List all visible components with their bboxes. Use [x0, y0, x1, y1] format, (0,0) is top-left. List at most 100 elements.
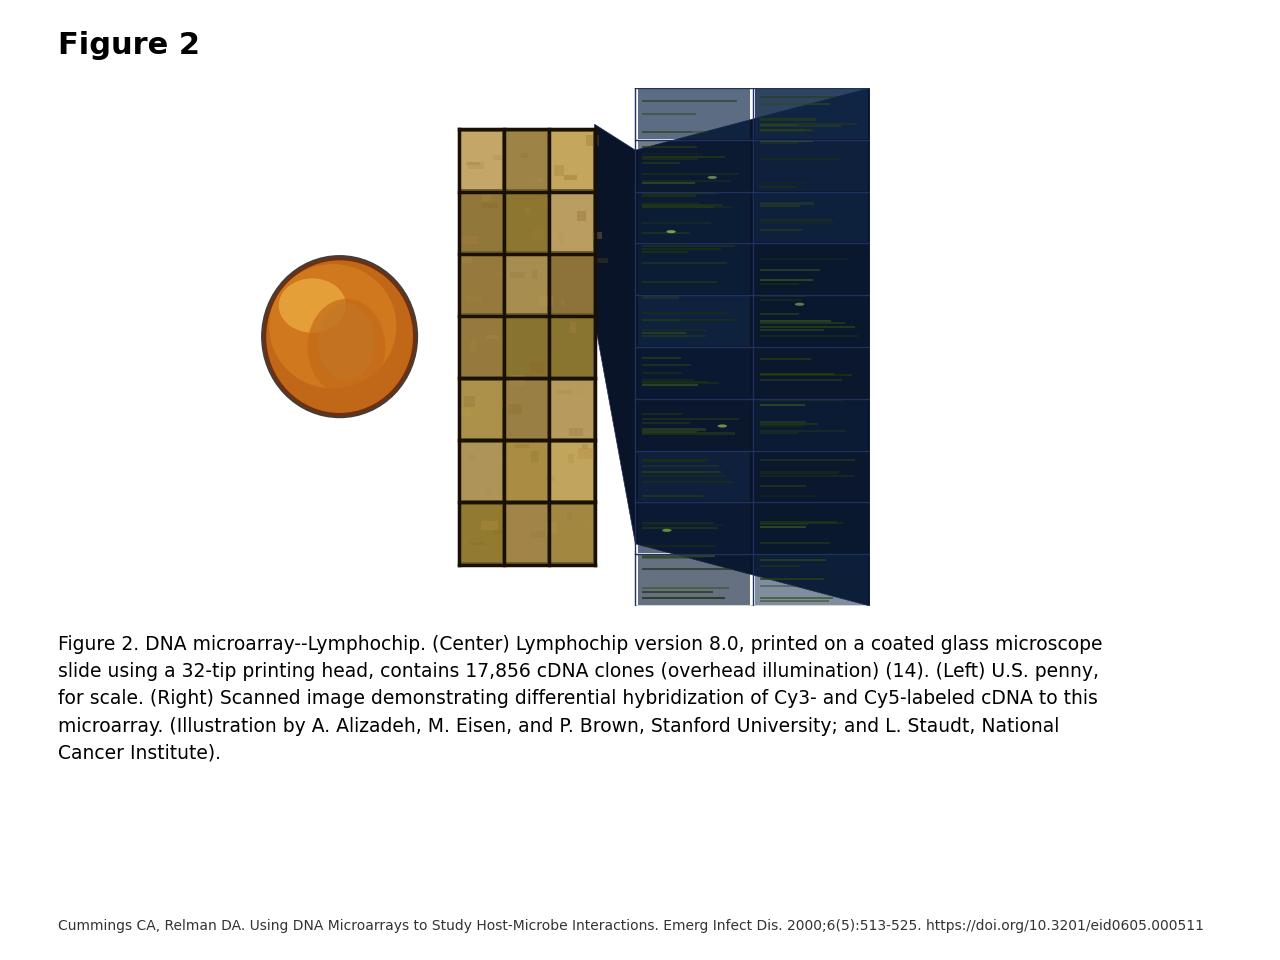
- Ellipse shape: [317, 303, 375, 381]
- Bar: [637, 503, 750, 553]
- Bar: [556, 315, 561, 319]
- Bar: [486, 491, 490, 497]
- Bar: [760, 358, 812, 360]
- Bar: [760, 323, 846, 324]
- Bar: [760, 600, 828, 602]
- Bar: [643, 382, 719, 384]
- Bar: [508, 431, 512, 436]
- Bar: [760, 421, 805, 423]
- Bar: [643, 231, 690, 233]
- Bar: [643, 329, 705, 331]
- Text: Figure 2. DNA microarray--Lymphochip. (Center) Lymphochip version 8.0, printed o: Figure 2. DNA microarray--Lymphochip. (C…: [58, 635, 1102, 763]
- Bar: [552, 194, 593, 252]
- Bar: [552, 380, 593, 438]
- Bar: [643, 379, 694, 381]
- Bar: [637, 399, 750, 449]
- Bar: [760, 204, 800, 206]
- Bar: [577, 211, 586, 221]
- Bar: [483, 193, 490, 202]
- Bar: [506, 443, 548, 500]
- Bar: [760, 118, 817, 121]
- Bar: [760, 459, 855, 461]
- Bar: [760, 329, 824, 331]
- Bar: [760, 222, 835, 224]
- Bar: [760, 258, 846, 260]
- Bar: [462, 236, 477, 244]
- Bar: [643, 556, 705, 558]
- Bar: [760, 130, 805, 132]
- Bar: [760, 295, 805, 297]
- Bar: [643, 590, 713, 592]
- Bar: [554, 165, 563, 176]
- Bar: [462, 255, 472, 263]
- Bar: [643, 162, 680, 164]
- Bar: [760, 335, 858, 337]
- Bar: [760, 586, 797, 588]
- Bar: [643, 319, 737, 321]
- Bar: [536, 198, 552, 202]
- Bar: [643, 245, 735, 247]
- Bar: [643, 418, 739, 420]
- Bar: [760, 559, 826, 562]
- Bar: [552, 319, 593, 375]
- Bar: [643, 204, 722, 206]
- Bar: [525, 207, 530, 214]
- Bar: [760, 404, 805, 406]
- Bar: [506, 505, 548, 562]
- Ellipse shape: [708, 176, 717, 179]
- Bar: [643, 154, 703, 156]
- Bar: [552, 256, 593, 313]
- Bar: [643, 297, 680, 299]
- Bar: [458, 130, 595, 564]
- Bar: [755, 555, 868, 605]
- Bar: [643, 522, 714, 524]
- Bar: [643, 312, 727, 315]
- Bar: [760, 564, 800, 567]
- Bar: [637, 141, 750, 191]
- Bar: [511, 272, 525, 277]
- Bar: [643, 384, 698, 386]
- Bar: [643, 182, 695, 184]
- Bar: [637, 245, 750, 294]
- Bar: [643, 146, 696, 148]
- Bar: [643, 113, 696, 115]
- Bar: [760, 139, 813, 142]
- Bar: [755, 348, 868, 397]
- Bar: [552, 505, 593, 562]
- Bar: [545, 336, 559, 345]
- Bar: [497, 400, 512, 409]
- Bar: [643, 206, 714, 208]
- Bar: [637, 89, 750, 139]
- Bar: [760, 123, 856, 125]
- Bar: [563, 176, 577, 180]
- Bar: [643, 100, 737, 102]
- Bar: [760, 130, 812, 132]
- Bar: [637, 348, 750, 397]
- Bar: [760, 471, 840, 473]
- Bar: [760, 523, 808, 525]
- Ellipse shape: [795, 302, 804, 306]
- Bar: [760, 185, 797, 188]
- Bar: [643, 132, 708, 133]
- Bar: [557, 390, 573, 395]
- Bar: [643, 364, 691, 366]
- Text: Figure 2: Figure 2: [58, 31, 200, 60]
- Bar: [466, 295, 483, 302]
- Bar: [506, 194, 548, 252]
- Bar: [760, 521, 837, 523]
- Bar: [643, 203, 699, 204]
- Bar: [586, 520, 593, 527]
- Bar: [471, 342, 476, 352]
- Bar: [552, 132, 593, 189]
- Bar: [461, 380, 502, 438]
- Bar: [760, 475, 854, 477]
- Bar: [461, 256, 502, 313]
- Bar: [643, 381, 708, 383]
- Bar: [643, 588, 730, 589]
- Bar: [643, 372, 682, 374]
- Bar: [760, 142, 797, 144]
- Bar: [643, 195, 695, 197]
- Bar: [643, 335, 689, 337]
- Bar: [643, 156, 726, 158]
- Bar: [760, 378, 842, 381]
